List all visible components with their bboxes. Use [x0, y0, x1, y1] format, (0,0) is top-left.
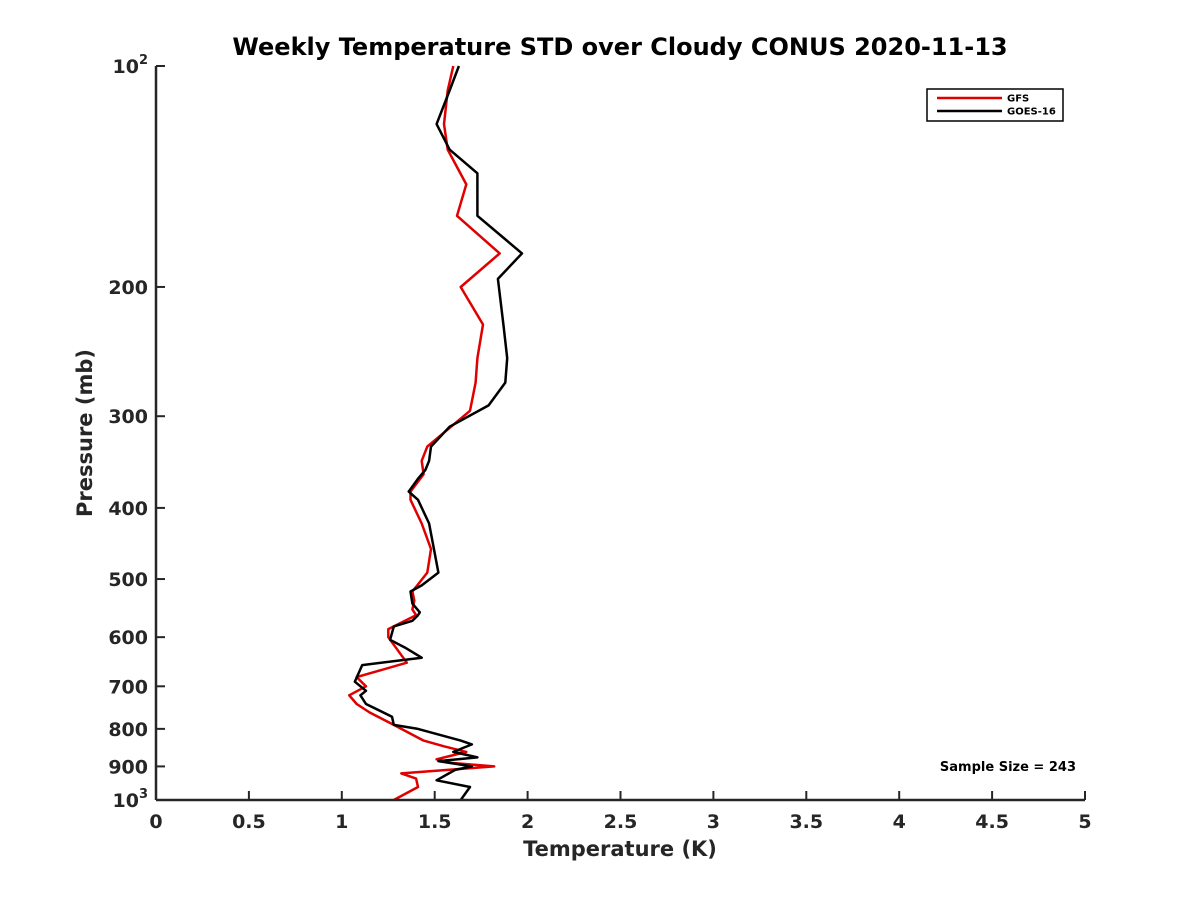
y-axis-label: Pressure (mb)	[73, 349, 97, 517]
y-tick-base: 900	[108, 756, 148, 778]
x-axis-label: Temperature (K)	[523, 837, 717, 861]
x-tick-label: 1	[335, 811, 348, 833]
y-tick-base: 400	[108, 498, 148, 520]
x-tick-label: 2	[521, 811, 534, 833]
y-tick-label: 600	[108, 627, 148, 649]
series-layer	[347, 65, 524, 802]
legend-box	[926, 88, 1064, 122]
y-tick-base: 300	[108, 406, 148, 428]
x-tick-label: 0	[149, 811, 162, 833]
y-tick-exponent: 2	[139, 53, 148, 68]
y-tick-base: 800	[108, 719, 148, 741]
plot-area	[156, 66, 1085, 800]
sample-size-annotation: Sample Size = 243	[940, 760, 1076, 775]
y-tick-label: 300	[108, 406, 148, 428]
y-tick-exponent: 3	[139, 787, 148, 802]
y-tick-label: 700	[108, 676, 148, 698]
x-tick-label: 5	[1078, 811, 1091, 833]
legend-label: GOES-16	[1007, 107, 1056, 118]
x-tick-label: 0.5	[232, 811, 266, 833]
x-tick-label: 4	[893, 811, 906, 833]
x-tick-label: 4.5	[975, 811, 1009, 833]
y-tick-base: 500	[108, 569, 148, 591]
y-tick-label: 400	[108, 498, 148, 520]
legend: GFS GOES-16	[926, 88, 1064, 122]
y-tick-label: 102	[113, 53, 149, 78]
legend-label: GFS	[1007, 94, 1029, 105]
chart-title: Weekly Temperature STD over Cloudy CONUS…	[232, 33, 1007, 61]
y-tick-label: 900	[108, 756, 148, 778]
x-tick-label: 2.5	[604, 811, 638, 833]
y-tick-label: 800	[108, 719, 148, 741]
x-tick-label: 3	[707, 811, 720, 833]
y-tick-base: 200	[108, 277, 148, 299]
x-tick-label: 1.5	[418, 811, 452, 833]
y-tick-base: 700	[108, 676, 148, 698]
y-tick-label: 103	[113, 787, 149, 812]
series-line-goes-16	[353, 65, 524, 801]
y-tick-label: 200	[108, 277, 148, 299]
x-tick-label: 3.5	[789, 811, 823, 833]
y-tick-base: 10	[113, 790, 139, 812]
x-ticks: 0 0.5 1 1.5 2 2.5 3 3.5 4 4.5 5	[149, 791, 1092, 833]
y-tick-label: 500	[108, 569, 148, 591]
y-tick-base: 10	[113, 56, 139, 78]
y-tick-base: 600	[108, 627, 148, 649]
